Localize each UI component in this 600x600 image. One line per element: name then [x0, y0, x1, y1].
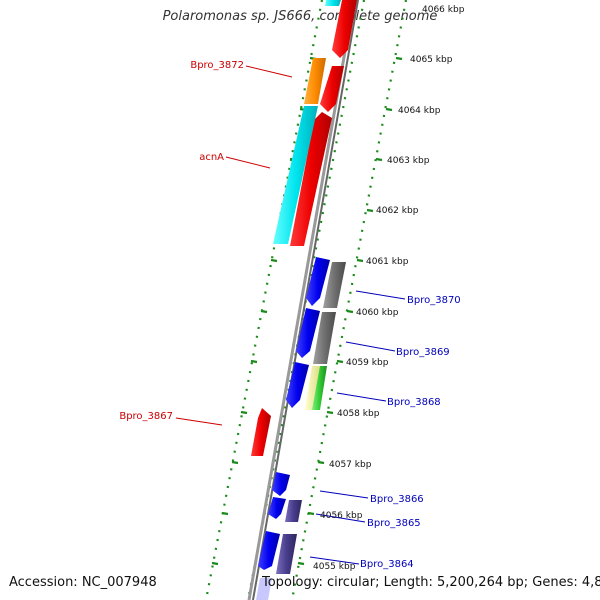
gene-label-bpro-3869: Bpro_3869	[396, 347, 450, 358]
gene-blue-bpro-3868	[286, 362, 309, 408]
gene-cyan-top	[325, 0, 341, 6]
gene-label-bpro-3872: Bpro_3872	[190, 60, 244, 71]
accession-label: Accession: NC_007948	[9, 575, 157, 590]
gene-label-bpro-3867: Bpro_3867	[119, 411, 173, 422]
gene-label-bpro-3870: Bpro_3870	[407, 295, 461, 306]
backbone-inner	[252, 0, 359, 600]
gene-yellow-bpro-3868	[305, 366, 320, 410]
gene-blue-bpro-3864	[258, 531, 280, 570]
tick-label: 4060 kbp	[356, 308, 399, 318]
tick-label: 4058 kbp	[337, 409, 380, 419]
gene-slate-bpro-3864	[276, 534, 297, 574]
gene-slate-bpro-3865	[285, 500, 302, 522]
tick-label: 4055 kbp	[313, 562, 356, 572]
gene-red-bpro-3867	[251, 408, 271, 456]
tick-label: 4064 kbp	[398, 106, 441, 116]
tick-label: 4065 kbp	[410, 55, 453, 65]
leader-line-acna	[225, 156, 271, 169]
gene-gray-bpro-3870	[323, 262, 346, 308]
gene-red-mid	[320, 66, 344, 112]
gene-gray-bpro-3869	[313, 312, 336, 364]
gene-label-acna: acnA	[199, 152, 224, 163]
gene-blue-bpro-3869	[296, 308, 320, 358]
leader-line-bpro-3870	[355, 290, 406, 300]
gene-blue-bpro-3866a	[272, 472, 290, 496]
leader-line-bpro-3866	[319, 490, 369, 499]
leader-line-bpro-3869	[345, 341, 396, 352]
tick-label: 4056 kbp	[320, 511, 363, 521]
leader-line-bpro-3865	[315, 513, 366, 523]
right-major-ticks	[297, 56, 403, 566]
gene-red-acna-partner	[290, 112, 332, 246]
tick-label: 4066 kbp	[422, 5, 465, 15]
gene-cyan-acna	[273, 106, 318, 244]
gene-green-bpro-3868	[312, 366, 327, 410]
leader-line-bpro-3864	[309, 556, 360, 565]
tick-label: 4057 kbp	[329, 460, 372, 470]
gene-label-bpro-3865: Bpro_3865	[367, 518, 421, 529]
tick-label: 4059 kbp	[346, 358, 389, 368]
genome-summary: Topology: circular; Length: 5,200,264 bp…	[262, 575, 600, 590]
tick-label: 4061 kbp	[366, 257, 409, 267]
gene-label-bpro-3866: Bpro_3866	[370, 494, 424, 505]
tick-label: 4063 kbp	[387, 156, 430, 166]
gene-blue-bottom	[256, 578, 272, 600]
gene-blue-bpro-3866b	[268, 497, 286, 519]
gene-orange-bpro-3872	[304, 58, 326, 104]
gene-label-bpro-3864: Bpro_3864	[360, 559, 414, 570]
gene-label-bpro-3868: Bpro_3868	[387, 397, 441, 408]
leader-line-bpro-3872	[245, 65, 293, 78]
tick-label: 4062 kbp	[376, 206, 419, 216]
leader-line-bpro-3868	[336, 392, 387, 402]
leader-line-bpro-3867	[175, 417, 223, 426]
map-title: Polaromonas sp. JS666, complete genome	[162, 9, 438, 24]
gene-red-top	[332, 0, 357, 58]
gene-blue-bpro-3870	[306, 257, 330, 306]
